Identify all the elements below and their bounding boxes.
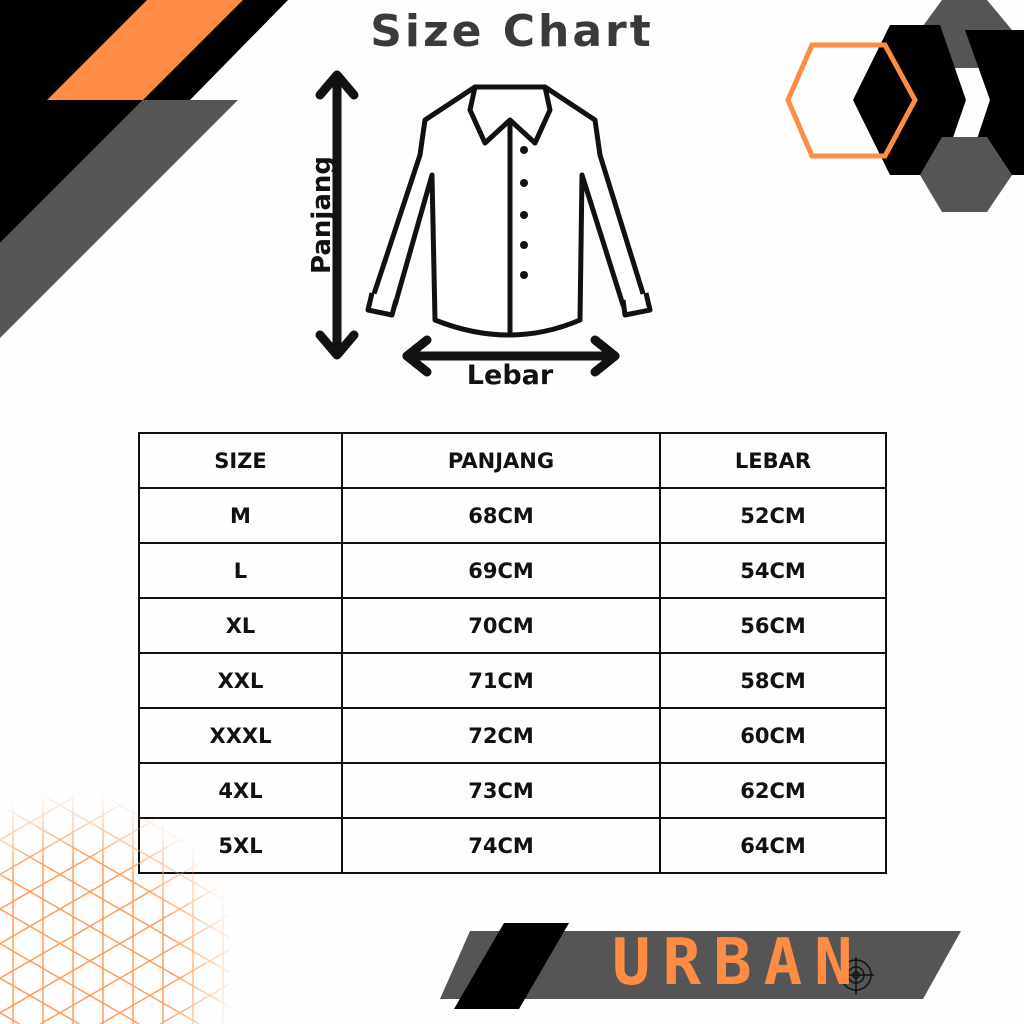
table-header-row: SIZE PANJANG LEBAR — [138, 432, 887, 489]
pattern-line — [0, 873, 230, 1008]
panjang-cell: 72CM — [341, 707, 661, 764]
hexagon-decoration — [785, 0, 1024, 212]
size-cell: XXL — [138, 652, 343, 709]
size-cell: L — [138, 542, 343, 599]
table-row: 5XL 74CM 64CM — [138, 817, 887, 874]
panjang-cell: 70CM — [341, 597, 661, 654]
panjang-cell: 68CM — [341, 487, 661, 544]
header-panjang: PANJANG — [341, 432, 661, 489]
pattern-line — [219, 1017, 230, 1024]
pattern-line — [0, 1012, 20, 1024]
pattern-line — [0, 879, 230, 1014]
pattern-line — [160, 983, 230, 1024]
horizontal-arrow-icon — [402, 335, 620, 377]
lebar-cell: 58CM — [659, 652, 887, 709]
table-row: XXXL 72CM 60CM — [138, 707, 887, 764]
pattern-line — [40, 913, 230, 1024]
pattern-line — [100, 948, 230, 1024]
pattern-line — [33, 790, 230, 905]
vertical-arrow-icon — [315, 70, 359, 360]
panjang-label: Panjang — [307, 156, 337, 274]
size-cell: 5XL — [138, 817, 343, 874]
table-row: L 69CM 54CM — [138, 542, 887, 599]
size-table: SIZE PANJANG LEBAR M 68CM 52CM L 69CM 54CM XL 7… — [138, 432, 887, 874]
pattern-line — [93, 790, 230, 870]
size-cell: M — [138, 487, 343, 544]
pattern-line — [0, 810, 230, 945]
crosshair-icon — [838, 957, 874, 995]
panjang-cell: 74CM — [341, 817, 661, 874]
size-cell: XXXL — [138, 707, 343, 764]
lebar-cell: 54CM — [659, 542, 887, 599]
pattern-line — [213, 790, 230, 801]
pattern-line — [0, 908, 200, 1024]
pattern-line — [0, 942, 140, 1024]
shirt-buttons — [520, 146, 528, 279]
pattern-line — [0, 804, 230, 939]
panjang-cell: 73CM — [341, 762, 661, 819]
table-row: 4XL 73CM 62CM — [138, 762, 887, 819]
isometric-pattern — [0, 790, 230, 1024]
lebar-cell: 64CM — [659, 817, 887, 874]
lebar-cell: 60CM — [659, 707, 887, 764]
page-title: Size Chart — [370, 6, 654, 57]
pattern-line — [0, 790, 207, 910]
size-cell: XL — [138, 597, 343, 654]
pattern-line — [0, 790, 147, 876]
brand-logo-text: URBAN — [612, 926, 865, 1000]
brand-banner — [440, 923, 961, 1009]
corner-decoration — [0, 0, 288, 338]
table-row: XXL 71CM 58CM — [138, 652, 887, 709]
panjang-cell: 69CM — [341, 542, 661, 599]
lebar-label: Lebar — [466, 360, 554, 391]
shirt-icon — [365, 84, 653, 338]
header-lebar: LEBAR — [659, 432, 887, 489]
pattern-line — [153, 790, 230, 835]
pattern-line — [0, 977, 80, 1024]
lebar-cell: 52CM — [659, 487, 887, 544]
table-row: M 68CM 52CM — [138, 487, 887, 544]
pattern-line — [0, 844, 230, 979]
shirt-diagram — [315, 70, 653, 377]
pattern-line — [0, 790, 27, 806]
table-row: XL 70CM 56CM — [138, 597, 887, 654]
size-cell: 4XL — [138, 762, 343, 819]
lebar-cell: 56CM — [659, 597, 887, 654]
panjang-cell: 71CM — [341, 652, 661, 709]
pattern-line — [0, 790, 87, 841]
header-size: SIZE — [138, 432, 343, 489]
pattern-line — [0, 839, 230, 974]
lebar-cell: 62CM — [659, 762, 887, 819]
